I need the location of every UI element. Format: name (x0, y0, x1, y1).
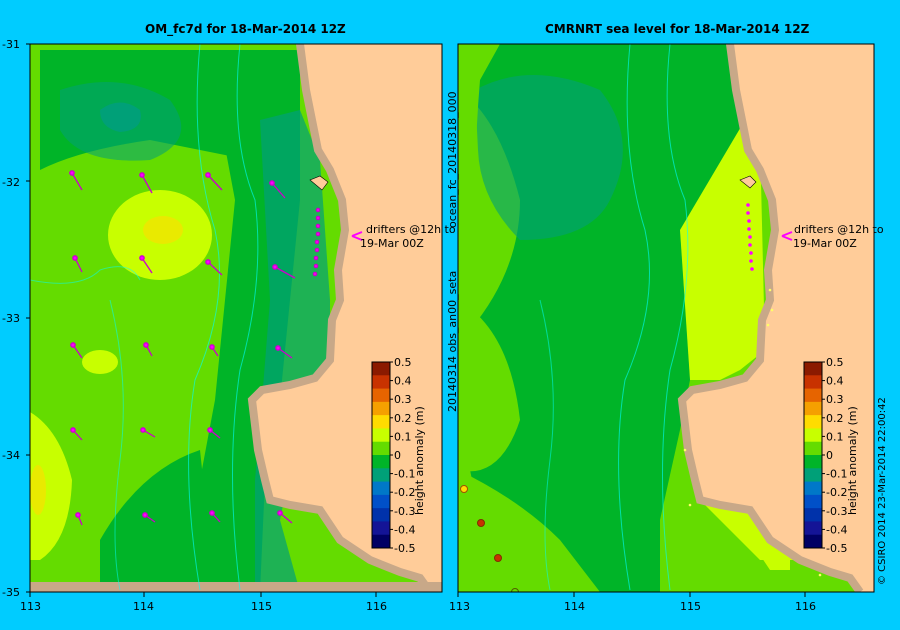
left-x-ticks: 113 114 115 116 (20, 600, 387, 613)
right-colorbar-tick-label: -0.1 (826, 468, 847, 481)
left-colorbar-swatch (372, 415, 390, 429)
left-drifter-note-1: drifters @12h to (366, 223, 456, 236)
right-colorbar-swatch (804, 401, 822, 416)
left-land (252, 44, 442, 592)
right-colorbar-tick-label: -0.4 (826, 523, 847, 536)
right-colorbar-swatch (804, 508, 822, 522)
y-tick-label: -31 (2, 38, 20, 51)
left-colorbar-tick-label: -0.4 (394, 523, 415, 536)
right-colorbar-tick-label: -0.2 (826, 486, 847, 499)
left-colorbar-tick-label: -0.3 (394, 505, 415, 518)
left-colorbar-swatch (372, 388, 390, 403)
left-panel-title: OM_fc7d for 18-Mar-2014 12Z (145, 22, 346, 36)
right-colorbar-swatch (804, 481, 822, 496)
right-coastline (677, 44, 864, 592)
right-colorbar: 0.5 0.4 0.3 0.2 0.1 0 -0.1 -0.2 -0.3 -0.4 -0.5 (803, 356, 847, 555)
right-obs-2 (477, 519, 485, 527)
left-drifter-arrow (351, 231, 363, 241)
left-drifters (69, 170, 321, 526)
right-colorbar-swatch (804, 494, 822, 509)
left-colorbar-tick-label: 0.4 (394, 375, 412, 388)
x-tick-label: 113 (449, 600, 470, 613)
right-colorbar-tick-label: -0.3 (826, 505, 847, 518)
right-colorbar-tick-label: -0.5 (826, 542, 847, 555)
left-colorbar-tick-label: 0.2 (394, 412, 412, 425)
left-colorbar-swatch (372, 375, 390, 390)
left-colorbar-swatch (372, 481, 390, 496)
right-panel-title: CMRNRT sea level for 18-Mar-2014 12Z (545, 22, 810, 36)
left-colorbar-tick-label: -0.2 (394, 486, 415, 499)
left-drifter-note-2: 19-Mar 00Z (360, 237, 424, 250)
right-x-ticks: 113 114 115 116 (449, 600, 816, 613)
x-tick-label: 116 (366, 600, 387, 613)
y-tick-label: -32 (2, 176, 20, 189)
right-colorbar-tick-label: 0.4 (826, 375, 844, 388)
x-tick-label: 114 (133, 600, 154, 613)
right-land (682, 44, 874, 592)
right-colorbar-tick-label: 0.2 (826, 412, 844, 425)
left-colorbar-swatch (372, 401, 390, 416)
right-colorbar-swatch (804, 468, 822, 483)
right-colorbar-swatch (804, 534, 822, 549)
colorbar-label-left: height anomaly (m) (413, 406, 426, 515)
right-side-label-a: ocean_fc_20140318_000 (446, 91, 459, 228)
left-y-ticks: -31 -32 -33 -34 -35 (2, 38, 20, 599)
right-colorbar-swatch (804, 521, 822, 536)
right-drifter-note-1: drifters @12h to (794, 223, 884, 236)
left-colorbar-tick-label: -0.1 (394, 468, 415, 481)
left-colorbar-swatch (372, 494, 390, 509)
left-colorbar-swatch (372, 362, 390, 376)
left-colorbar-swatch (372, 441, 390, 456)
right-colorbar-swatch (804, 455, 822, 469)
left-coastline (247, 44, 434, 592)
y-tick-label: -34 (2, 449, 20, 462)
right-colorbar-swatch (804, 428, 822, 443)
x-tick-label: 113 (20, 600, 41, 613)
left-colorbar: 0.5 0.4 0.3 0.2 0.1 0 -0.1 -0.2 -0.3 -0.4 -0.5 (371, 356, 415, 555)
left-colorbar-tick-label: 0.5 (394, 356, 412, 369)
right-colorbar-tick-label: 0 (826, 449, 833, 462)
right-colorbar-swatch (804, 441, 822, 456)
right-drifters (746, 203, 754, 271)
right-colorbar-swatch (804, 415, 822, 429)
right-obs-3 (494, 554, 502, 562)
left-colorbar-tick-label: 0 (394, 449, 401, 462)
left-colorbar-swatch (372, 455, 390, 469)
right-drifter-note-2: 19-Mar 00Z (793, 237, 857, 250)
right-colorbar-swatch (804, 362, 822, 376)
right-obs-1 (460, 485, 468, 493)
right-side-label-b: 20140314 obs_an00_seta (446, 270, 459, 412)
x-tick-label: 115 (680, 600, 701, 613)
left-colorbar-tick-label: -0.5 (394, 542, 415, 555)
left-teal-eddy (100, 102, 141, 132)
left-colorbar-tick-label: 0.3 (394, 393, 412, 406)
left-colorbar-swatch (372, 468, 390, 483)
y-tick-label: -33 (2, 312, 20, 325)
right-colorbar-swatch (804, 388, 822, 403)
x-tick-label: 115 (251, 600, 272, 613)
right-colorbar-swatch (804, 375, 822, 390)
x-tick-label: 116 (795, 600, 816, 613)
right-obs-4 (511, 588, 519, 592)
y-tick-label: -35 (2, 586, 20, 599)
colorbar-label-right: height anomaly (m) (846, 406, 859, 515)
right-map (458, 44, 874, 592)
left-colorbar-tick-label: 0.1 (394, 430, 412, 443)
right-map-frame (457, 43, 875, 593)
right-colorbar-tick-label: 0.1 (826, 430, 844, 443)
left-colorbar-swatch (372, 534, 390, 549)
x-tick-label: 114 (564, 600, 585, 613)
right-yellow-shelf (680, 120, 765, 380)
credit-text: © CSIRO 2014 23-Mar-2014 22:00:42 (877, 397, 888, 585)
left-colorbar-swatch (372, 508, 390, 522)
right-colorbar-tick-label: 0.5 (826, 356, 844, 369)
left-colorbar-swatch (372, 428, 390, 443)
left-colorbar-swatch (372, 521, 390, 536)
right-colorbar-tick-label: 0.3 (826, 393, 844, 406)
right-drifter-arrow (781, 231, 793, 241)
